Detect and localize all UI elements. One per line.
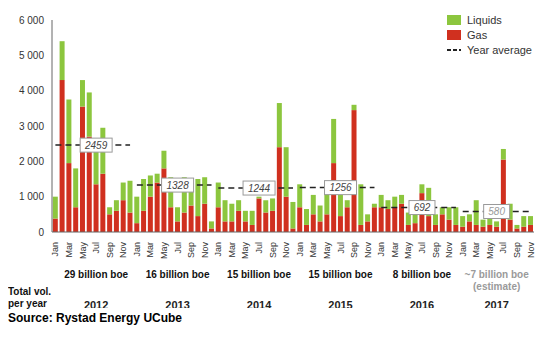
svg-text:Nov: Nov: [118, 242, 128, 259]
svg-text:16 billion boe: 16 billion boe: [146, 269, 210, 280]
svg-text:Nov: Nov: [200, 242, 210, 259]
svg-text:Mar: Mar: [471, 242, 481, 258]
svg-text:Jan: Jan: [458, 242, 468, 257]
svg-text:May: May: [403, 242, 413, 260]
svg-text:2012: 2012: [84, 299, 108, 308]
svg-text:Jan: Jan: [132, 242, 142, 257]
svg-text:Jul: Jul: [91, 242, 101, 254]
html-text:per year: per year: [8, 298, 47, 309]
svg-text:Sep: Sep: [105, 242, 115, 258]
svg-text:May: May: [159, 242, 169, 260]
svg-text:3 000: 3 000: [19, 121, 44, 132]
svg-text:29 billion boe: 29 billion boe: [64, 269, 128, 280]
svg-text:Jul: Jul: [336, 242, 346, 254]
svg-text:2016: 2016: [410, 299, 434, 308]
svg-text:15 billion boe: 15 billion boe: [227, 269, 291, 280]
svg-text:Sep: Sep: [349, 242, 359, 258]
svg-text:2014: 2014: [247, 299, 272, 308]
html-text:Gas: Gas: [467, 28, 488, 41]
svg-text:2 000: 2 000: [19, 156, 44, 167]
svg-text:Nov: Nov: [444, 242, 454, 259]
svg-text:2459: 2459: [84, 140, 108, 151]
svg-text:Nov: Nov: [281, 242, 291, 259]
svg-text:4 000: 4 000: [19, 85, 44, 96]
svg-text:1328: 1328: [166, 180, 189, 191]
svg-text:580: 580: [488, 206, 505, 217]
svg-text:May: May: [78, 242, 88, 260]
svg-text:Sep: Sep: [268, 242, 278, 258]
svg-text:Mar: Mar: [64, 242, 74, 258]
html-text:Total vol.: Total vol.: [8, 286, 52, 297]
svg-text:May: May: [240, 242, 250, 260]
svg-text:8 billion boe: 8 billion boe: [393, 269, 452, 280]
svg-text:Mar: Mar: [390, 242, 400, 258]
svg-text:Nov: Nov: [526, 242, 536, 259]
html-text:Source: Rystad Energy UCube: Source: Rystad Energy UCube: [8, 311, 182, 325]
svg-text:Jan: Jan: [50, 242, 60, 257]
svg-text:Sep: Sep: [186, 242, 196, 258]
svg-text:15 billion boe: 15 billion boe: [309, 269, 373, 280]
svg-text:Jan: Jan: [295, 242, 305, 257]
svg-text:Jan: Jan: [376, 242, 386, 257]
svg-text:Nov: Nov: [363, 242, 373, 259]
svg-text:2015: 2015: [328, 299, 352, 308]
svg-text:Sep: Sep: [512, 242, 522, 258]
svg-text:2013: 2013: [165, 299, 189, 308]
svg-text:Jul: Jul: [173, 242, 183, 254]
svg-text:Mar: Mar: [308, 242, 318, 258]
svg-text:6 000: 6 000: [19, 15, 44, 26]
svg-text:May: May: [485, 242, 495, 260]
html-text:Year average: Year average: [467, 43, 532, 56]
svg-text:Jul: Jul: [498, 242, 508, 254]
svg-text:Mar: Mar: [227, 242, 237, 258]
svg-text:2017: 2017: [484, 299, 508, 308]
svg-text:5 000: 5 000: [19, 50, 44, 61]
html-text:Liquids: Liquids: [467, 13, 502, 26]
svg-text:1256: 1256: [329, 182, 352, 193]
svg-text:1 000: 1 000: [19, 191, 44, 202]
svg-text:0: 0: [38, 227, 44, 238]
svg-text:Jul: Jul: [417, 242, 427, 254]
svg-text:Jul: Jul: [254, 242, 264, 254]
svg-text:Jan: Jan: [213, 242, 223, 257]
svg-text:692: 692: [414, 202, 431, 213]
svg-text:May: May: [322, 242, 332, 260]
svg-text:~7 billion boe(estimate): ~7 billion boe(estimate): [465, 269, 530, 292]
svg-text:Mar: Mar: [145, 242, 155, 258]
svg-text:1244: 1244: [248, 183, 271, 194]
svg-text:Sep: Sep: [431, 242, 441, 258]
